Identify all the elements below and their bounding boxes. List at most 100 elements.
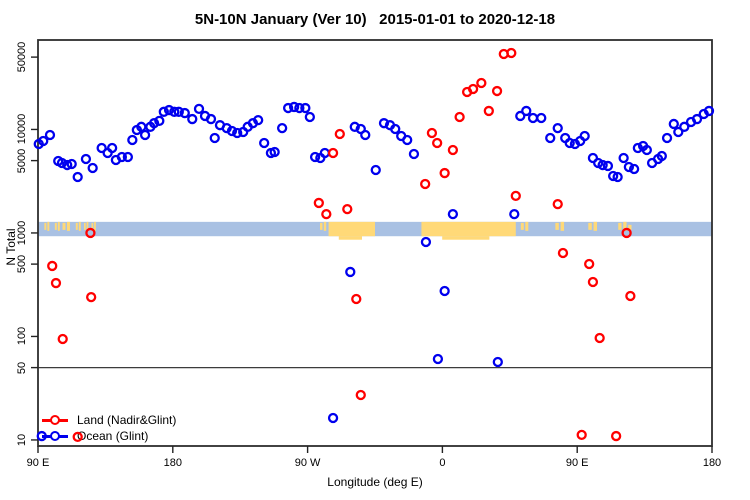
y-tick-label: 100: [16, 327, 28, 346]
data-point-ocean: [304, 111, 315, 123]
data-point-land: [454, 111, 465, 123]
data-point-ocean: [44, 129, 56, 141]
data-point-ocean: [345, 266, 356, 278]
data-point-land: [439, 167, 450, 179]
map-strip-land-patch: [323, 221, 327, 231]
data-point-ocean: [668, 118, 679, 130]
map-strip-land-patch: [593, 221, 598, 231]
data-point-ocean: [226, 125, 238, 137]
map-strip-land-patch: [628, 224, 632, 230]
data-point-ocean: [282, 102, 294, 114]
data-point-ocean: [632, 142, 644, 154]
plot-border: [37, 39, 713, 447]
legend-item-ocean: Ocean (Glint): [42, 428, 176, 444]
data-point-ocean: [492, 356, 503, 368]
data-point-ocean: [587, 152, 599, 164]
data-point-ocean: [521, 105, 532, 117]
map-strip-land-patch: [54, 222, 57, 230]
data-point-land: [467, 83, 479, 95]
y-tick-label: 50: [16, 361, 28, 374]
data-point-land: [447, 144, 459, 156]
legend: Land (Nadir&Glint) Ocean (Glint): [42, 412, 176, 444]
y-tick-label: 10000: [16, 114, 28, 145]
data-point-ocean: [612, 171, 623, 183]
data-point-ocean: [80, 153, 92, 165]
data-point-land: [476, 77, 487, 89]
map-strip-land-patch: [94, 221, 96, 231]
map-strip-land-patch: [57, 221, 60, 231]
data-point-land: [576, 429, 587, 441]
data-point-ocean: [432, 353, 444, 365]
data-point-ocean: [87, 162, 98, 174]
x-tick-label: 90 W: [294, 457, 321, 469]
ocean-series-marker-icon: [42, 431, 68, 441]
data-point-ocean: [509, 208, 520, 220]
map-strip-land-patch: [618, 222, 622, 230]
plot-area: Land (Nadir&Glint) Ocean (Glint): [31, 39, 715, 453]
map-strip-land-patch: [62, 222, 66, 230]
map-strip-land-patch: [520, 222, 524, 230]
data-point-ocean: [527, 112, 539, 124]
data-point-land: [351, 293, 362, 305]
data-point-land: [321, 208, 332, 220]
data-point-ocean: [209, 132, 220, 144]
data-point-land: [85, 227, 96, 239]
data-point-ocean: [56, 157, 68, 169]
y-tick-label: 500: [16, 254, 28, 274]
data-point-ocean: [552, 122, 563, 134]
data-point-ocean: [402, 134, 413, 146]
data-point-ocean: [193, 103, 205, 115]
map-strip-land-patch: [328, 221, 375, 237]
data-point-ocean: [288, 101, 300, 113]
map-strip-land-patch: [66, 221, 70, 231]
data-point-land: [327, 147, 339, 159]
map-strip-land-patch: [421, 221, 516, 237]
data-point-land: [552, 198, 563, 210]
data-point-ocean: [62, 159, 73, 171]
data-point-ocean: [447, 208, 459, 220]
data-point-land: [557, 247, 569, 259]
data-point-land: [491, 85, 503, 97]
data-point-ocean: [276, 122, 288, 134]
legend-label: Land (Nadir&Glint): [77, 413, 177, 427]
data-point-ocean: [564, 137, 575, 149]
data-point-ocean: [66, 158, 77, 170]
data-point-land: [610, 430, 622, 442]
data-point-ocean: [205, 113, 217, 125]
ocean-circle-icon: [50, 431, 60, 441]
data-point-ocean: [154, 115, 165, 127]
data-point-land: [57, 333, 68, 345]
data-point-ocean: [309, 151, 321, 163]
x-tick-label: 180: [702, 457, 722, 469]
data-point-land: [625, 290, 636, 302]
map-strip-land-patch: [560, 221, 565, 231]
data-point-ocean: [360, 129, 371, 141]
legend-item-land: Land (Nadir&Glint): [42, 412, 176, 428]
data-point-land: [594, 332, 605, 344]
data-point-land: [47, 260, 58, 272]
data-point-ocean: [420, 236, 432, 248]
data-point-ocean: [294, 102, 305, 114]
data-point-ocean: [259, 137, 270, 149]
data-point-ocean: [179, 107, 190, 119]
legend-label: Ocean (Glint): [77, 429, 149, 443]
y-tick-label: 5000: [16, 148, 28, 173]
scatter-plot: [31, 39, 715, 453]
data-point-land: [426, 127, 438, 139]
data-point-land: [420, 178, 431, 190]
data-point-ocean: [158, 106, 169, 117]
map-strip-land-patch: [47, 221, 50, 231]
data-point-land: [510, 190, 521, 202]
map-strip-land-patch: [86, 221, 89, 231]
data-point-ocean: [300, 102, 311, 114]
map-strip-land-patch: [91, 222, 94, 230]
data-point-land: [483, 105, 494, 117]
map-strip-land-patch: [44, 222, 47, 230]
data-point-ocean: [116, 151, 128, 163]
x-tick-label: 0: [439, 457, 446, 469]
data-point-ocean: [38, 135, 49, 147]
data-point-ocean: [439, 285, 450, 297]
data-point-ocean: [232, 127, 243, 139]
data-point-land: [432, 137, 443, 149]
data-point-ocean: [173, 106, 184, 117]
